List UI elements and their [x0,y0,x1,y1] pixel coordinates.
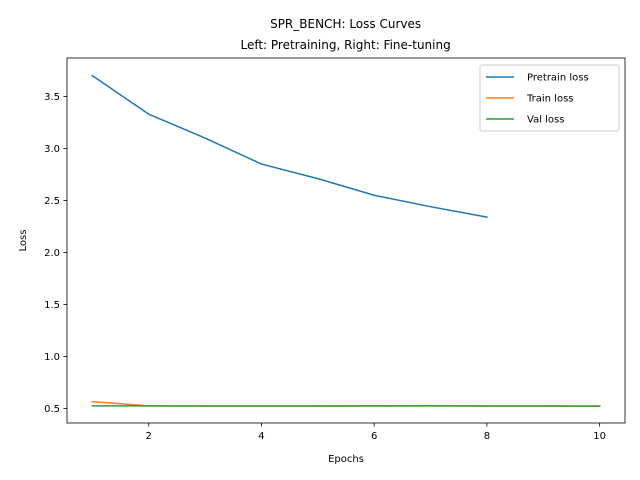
y-tick-label: 1.0 [44,352,60,363]
y-tick-label: 2.0 [44,248,60,259]
x-tick-label: 6 [371,431,377,442]
legend-label-train-loss: Train loss [526,94,574,105]
legend: Pretrain loss Train loss Val loss [479,64,620,132]
y-axis-label: Loss [18,230,29,252]
x-tick-label: 4 [258,431,264,442]
x-ticks: 2 4 6 8 10 [146,423,606,442]
x-tick-label: 2 [146,431,152,442]
series-layer [91,74,601,407]
y-tick-label: 2.5 [44,196,60,207]
y-tick-label: 3.5 [44,92,60,103]
y-tick-label: 3.0 [44,144,60,155]
chart-title: SPR_BENCH: Loss Curves [270,17,421,31]
legend-label-pretrain-loss: Pretrain loss [527,73,589,84]
legend-box [479,64,620,132]
legend-label-val-loss: Val loss [527,115,564,126]
y-tick-label: 1.5 [44,300,60,311]
y-tick-label: 0.5 [44,404,60,415]
chart-subtitle: Left: Pretraining, Right: Fine-tuning [240,38,450,52]
plot-frame [66,57,626,424]
x-tick-label: 10 [593,431,606,442]
x-axis-label: Epochs [328,454,364,465]
series-line-pretrain-loss [91,74,488,218]
x-tick-label: 8 [484,431,490,442]
y-ticks: 0.5 1.0 1.5 2.0 2.5 3.0 3.5 [44,92,67,415]
legend-entries: Pretrain loss Train loss Val loss [486,73,589,126]
